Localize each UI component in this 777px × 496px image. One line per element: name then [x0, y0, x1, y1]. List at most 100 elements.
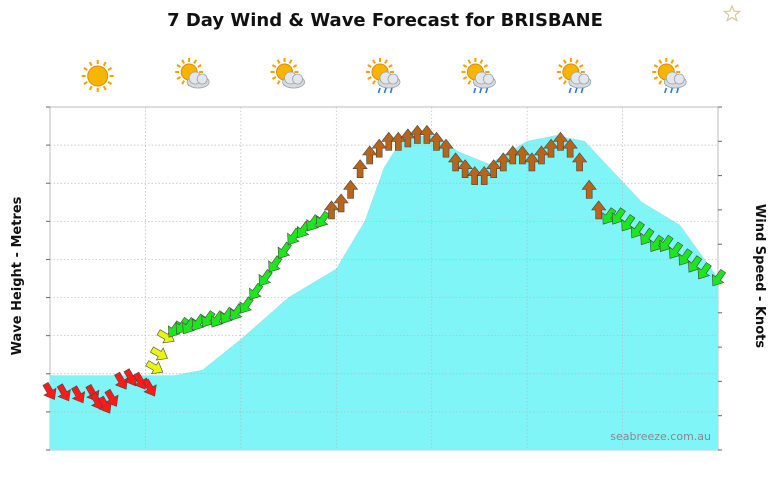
sun-ray [88, 85, 93, 91]
wind-arrow [562, 138, 578, 158]
wind-arrow [428, 131, 445, 151]
wind-arrow-shape [457, 159, 473, 178]
chart-title: 7 Day Wind & Wave Forecast for BRISBANE [167, 10, 603, 31]
sun-ray [83, 67, 88, 71]
wind-arrow-shape [697, 262, 712, 280]
sun-ray [372, 80, 376, 85]
sun-ray [670, 59, 675, 64]
wind-arrow-shape [352, 159, 368, 178]
sun-ray [176, 76, 181, 80]
sun-ray [367, 64, 372, 68]
rain-drop [670, 87, 674, 94]
sun-ray [467, 59, 472, 64]
sun-ray [107, 81, 113, 85]
wind-arrow-shape [42, 381, 57, 400]
sun-ray [197, 64, 202, 68]
daily-forecast-row [81, 58, 687, 94]
sun-ray [107, 67, 113, 71]
sun-ray [479, 59, 484, 64]
partly-cloudy-icon [270, 58, 305, 89]
wind-arrow-shape [514, 145, 531, 165]
wind-arrow [104, 388, 119, 407]
wind-arrow [315, 210, 331, 228]
sun-ray [658, 80, 663, 85]
wind-arrow [133, 371, 148, 390]
rain-drop [473, 87, 477, 94]
wind-arrow [514, 145, 531, 165]
wind-arrow [711, 268, 727, 287]
sunny-icon [81, 60, 114, 92]
wind-arrow-shape [342, 179, 359, 199]
showers-icon [652, 58, 687, 94]
sun-ray [276, 59, 281, 64]
showers-icon [461, 58, 496, 94]
sun-ray [483, 64, 489, 68]
wind-arrow-shape [711, 268, 727, 287]
rain-drop [485, 87, 489, 94]
wind-arrow [447, 152, 464, 172]
wind-arrow-shape [133, 371, 148, 390]
sun-ray [288, 59, 293, 64]
wind-arrow-shape [591, 200, 607, 220]
wind-arrow [149, 346, 168, 361]
wind-arrow-shape [114, 371, 129, 390]
star-shape[interactable] [722, 4, 742, 22]
sun-ray [388, 64, 393, 68]
wind-arrow [438, 138, 454, 158]
wind-arrow [697, 262, 712, 280]
favorite-star-icon[interactable] [722, 4, 742, 22]
wind-arrow [571, 152, 588, 172]
sun-ray [88, 61, 93, 67]
sun-ray [653, 76, 659, 80]
rain-drop [383, 87, 387, 94]
wind-arrow-shape [145, 360, 164, 375]
sun-ray [462, 76, 468, 80]
y-axis-label: Wave Height - Metres [10, 196, 25, 355]
wind-arrow [71, 385, 86, 404]
wind-arrow-shape [571, 152, 588, 172]
wind-arrow-shape [419, 124, 435, 144]
wind-arrow-shape [552, 131, 569, 151]
wind-arrow [114, 371, 129, 390]
cloud-puff [196, 73, 208, 85]
sun-ray [562, 80, 567, 85]
wind-arrow-shape [581, 179, 597, 199]
wind-arrow [581, 179, 597, 199]
rain-drop [479, 87, 483, 94]
sun-ray [462, 64, 468, 68]
wind-arrow [419, 124, 435, 144]
sun-ray [102, 61, 107, 67]
rain-drop [580, 87, 584, 94]
rain-drop [377, 87, 381, 94]
y2-axis-label: Wind Speed - Knots [752, 204, 767, 348]
sun-ray [271, 76, 277, 80]
wind-arrow-shape [56, 383, 71, 402]
wind-arrow [42, 381, 57, 400]
rain-drop [664, 87, 668, 94]
wind-arrow [352, 159, 368, 178]
sun-ray [181, 59, 186, 64]
rain-drop [389, 87, 393, 94]
sun-ray [271, 64, 277, 68]
wind-arrow-shape [447, 152, 464, 172]
cloud-puff [578, 73, 590, 85]
cloud-puff [673, 73, 685, 85]
wind-arrow [342, 179, 359, 199]
wind-arrow [591, 200, 607, 220]
wind-arrow-shape [333, 193, 349, 213]
showers-icon [366, 58, 401, 94]
rain-drop [676, 87, 680, 94]
wind-arrow-shape [104, 388, 119, 407]
wind-arrow-shape [315, 210, 331, 228]
sun-ray [384, 59, 388, 64]
sun-ray [579, 64, 584, 68]
sun-ray [181, 80, 186, 85]
wind-arrow [145, 360, 164, 375]
sun-ray [367, 76, 372, 80]
sun-ray [276, 80, 281, 85]
sun-ray [558, 64, 563, 68]
sun-ray [102, 85, 107, 91]
sun-ray [558, 76, 563, 80]
cloud-puff [292, 73, 303, 85]
partly-cloudy-icon [175, 58, 210, 89]
